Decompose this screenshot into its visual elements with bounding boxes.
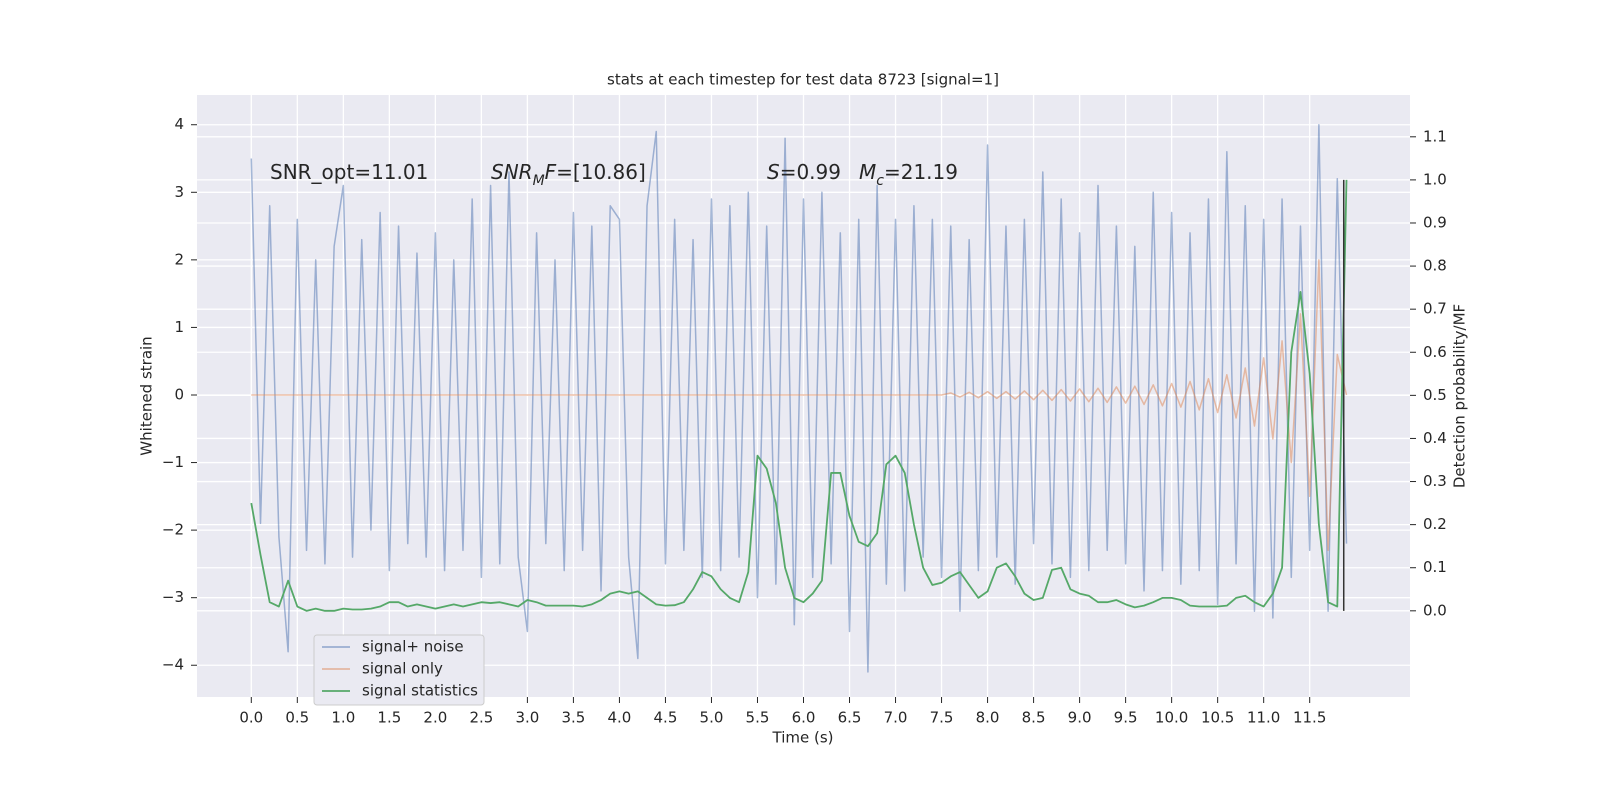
y2-tick-label: 0.1 (1423, 558, 1447, 576)
annotation: S=0.99 (767, 160, 841, 184)
annotation-part: SNR_opt=11.01 (270, 160, 428, 184)
y2-tick-label: 0.4 (1423, 429, 1447, 447)
annotation-part: =[10.86] (556, 160, 646, 184)
annotation-part: SNR (491, 160, 533, 184)
y-tick-label: −1 (162, 453, 184, 471)
y2-tick-label: 0.6 (1423, 343, 1447, 361)
annotation-part: M (533, 173, 545, 189)
y2-tick-label: 0.0 (1423, 601, 1447, 619)
y-tick-label: −4 (162, 656, 184, 674)
x-tick-label: 8.0 (976, 709, 1000, 727)
x-tick-label: 7.0 (884, 709, 908, 727)
x-tick-label: 10.5 (1201, 709, 1234, 727)
x-tick-label: 4.0 (608, 709, 632, 727)
x-tick-label: 7.5 (930, 709, 954, 727)
x-tick-label: 1.0 (331, 709, 355, 727)
x-tick-label: 3.5 (561, 709, 585, 727)
y2-axis-label: Detection probability/MF (1451, 304, 1469, 488)
x-tick-label: 5.5 (746, 709, 770, 727)
y2-tick-label: 0.9 (1423, 213, 1447, 231)
y2-tick-label: 1.1 (1423, 127, 1447, 145)
y-tick-label: 2 (174, 250, 184, 268)
x-tick-label: 1.5 (377, 709, 401, 727)
x-tick-label: 9.5 (1114, 709, 1138, 727)
x-tick-label: 10.0 (1155, 709, 1188, 727)
x-tick-label: 6.5 (838, 709, 862, 727)
y2-tick-label: 0.8 (1423, 257, 1447, 275)
y-tick-label: 0 (174, 385, 184, 403)
y2-tick-label: 1.0 (1423, 170, 1447, 188)
x-tick-label: 4.5 (654, 709, 678, 727)
annotation-part: M (859, 160, 876, 184)
x-tick-label: 11.0 (1247, 709, 1280, 727)
y2-tick-label: 0.7 (1423, 300, 1447, 318)
x-tick-label: 2.5 (469, 709, 493, 727)
legend-label: signal only (362, 660, 443, 678)
y-tick-label: 3 (174, 183, 184, 201)
annotation: SNRMF=[10.86] (491, 160, 646, 190)
x-tick-label: 0.5 (285, 709, 309, 727)
annotation-part: S (767, 160, 780, 184)
y2-tick-label: 0.3 (1423, 472, 1447, 490)
x-tick-label: 6.0 (792, 709, 816, 727)
y-tick-label: 1 (174, 318, 184, 336)
annotation-part: =21.19 (884, 160, 958, 184)
annotation-part: F (545, 160, 557, 184)
y-axis-label: Whitened strain (138, 336, 156, 455)
y-tick-label: −2 (162, 521, 184, 539)
chart-title: stats at each timestep for test data 872… (607, 71, 999, 89)
series-line (250, 179, 1348, 612)
x-tick-label: 3.0 (515, 709, 539, 727)
y-tick-label: −3 (162, 588, 184, 606)
legend-label: signal+ noise (362, 638, 464, 656)
x-tick-label: 5.0 (700, 709, 724, 727)
annotation: SNR_opt=11.01 (270, 160, 428, 184)
x-tick-label: 11.5 (1293, 709, 1326, 727)
y2-tick-label: 0.2 (1423, 515, 1447, 533)
annotation: Mc=21.19 (859, 160, 958, 190)
legend-label: signal statistics (362, 682, 478, 700)
legend-box (313, 634, 485, 706)
x-tick-label: 2.0 (423, 709, 447, 727)
x-axis-label: Time (s) (772, 729, 834, 747)
series-line (250, 123, 1348, 673)
series-line (251, 259, 1348, 552)
x-tick-label: 9.0 (1068, 709, 1092, 727)
x-tick-label: 0.0 (239, 709, 263, 727)
annotation-part: c (876, 173, 884, 189)
annotation-part: =0.99 (780, 160, 841, 184)
y2-tick-label: 0.5 (1423, 386, 1447, 404)
y-tick-label: 4 (174, 115, 184, 133)
x-tick-label: 8.5 (1022, 709, 1046, 727)
